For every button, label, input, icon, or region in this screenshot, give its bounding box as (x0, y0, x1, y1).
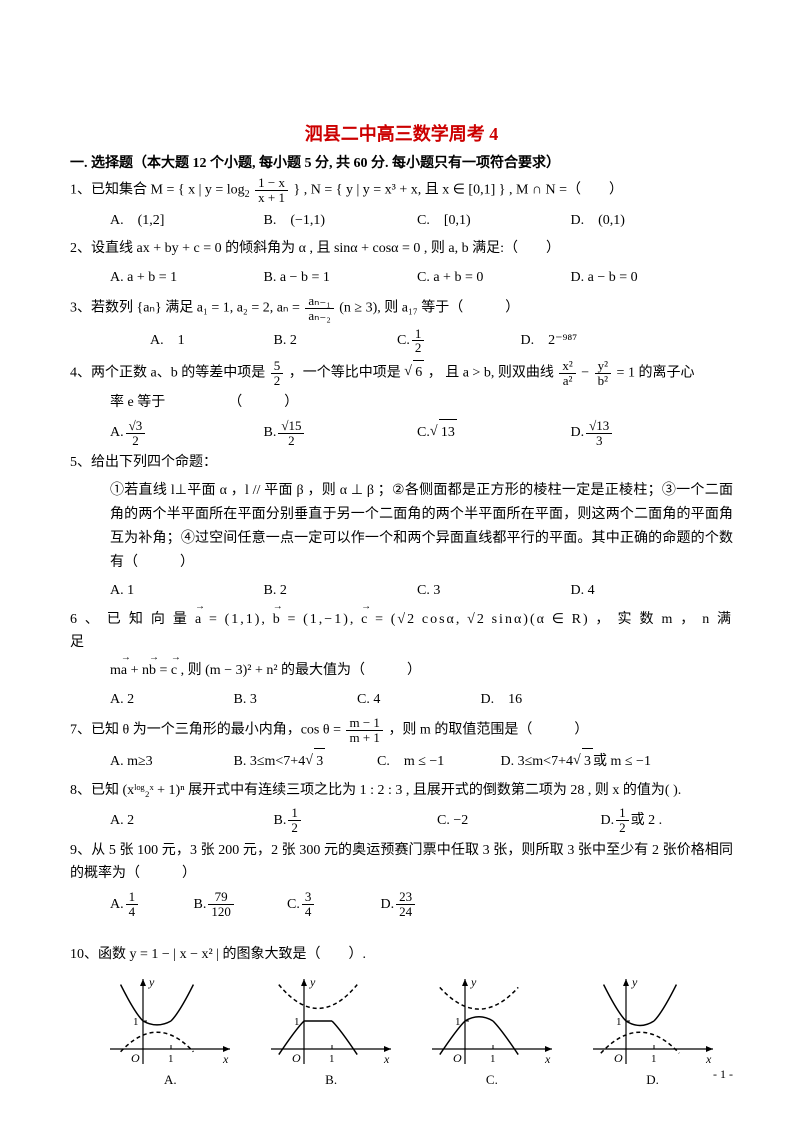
question-5-head: 5、给出下列四个命题： (70, 451, 733, 475)
q5-opt-d: D. 4 (571, 578, 721, 603)
q10-graph-row: Oxy11 A. Oxy11 B. Oxy11 C. Oxy11 D. (90, 974, 733, 1088)
q3-frac: aₙ₋₁aₙ₋₂ (305, 294, 333, 322)
q1-opt-b: B. (−1,1) (264, 208, 414, 233)
svg-text:y: y (309, 975, 316, 989)
q7-opt-d: D. 3≤m<7+43 或 m ≤ −1 (501, 748, 651, 774)
q1-opt-a: A. (1,2] (110, 208, 260, 233)
question-6-line2: ma + nb = c , 则 (m − 3)² + n² 的最大值为（ ） (110, 659, 733, 683)
graph-a-svg: Ox y 1 1 (105, 974, 235, 1069)
svg-text:1: 1 (329, 1053, 335, 1065)
svg-text:y: y (631, 975, 638, 989)
svg-text:1: 1 (168, 1053, 174, 1065)
svg-text:x: x (383, 1052, 390, 1066)
question-8: 8、已知 (xˡᵒᵍ₂ˣ + 1)ⁿ 展开式中有连续三项之比为 1 : 2 : … (70, 779, 733, 803)
q3-opt-b: B. 2 (274, 328, 394, 353)
q4-opt-d: D. √133 (571, 419, 721, 447)
q6-opt-c: C. 4 (357, 687, 477, 712)
svg-text:1: 1 (651, 1053, 657, 1065)
q4-line2: 率 e 等于 （ ） (110, 391, 733, 415)
svg-text:y: y (148, 975, 155, 989)
q7-options: A. m≥3 B. 3≤m<7+43 C. m ≤ −1 D. 3≤m<7+43… (110, 748, 733, 774)
q4-pre: 4、两个正数 a、b 的等差中项是 (70, 365, 269, 380)
page-number: - 1 - (713, 1067, 733, 1082)
q4-opt-a: A. √32 (110, 419, 260, 447)
q8-opt-d: D. 12 或 2 . (601, 806, 663, 834)
q2-opt-d: D. a − b = 0 (571, 265, 721, 290)
q4-opt-c: C. 13 (417, 419, 567, 445)
q5-opt-b: B. 2 (264, 578, 414, 603)
q9-opt-d: D. 2324 (381, 890, 418, 918)
q9-opt-a: A. 14 (110, 890, 190, 918)
q8-options: A. 2 B. 12 C. −2 D. 12 或 2 . (110, 806, 733, 834)
q10-graph-b: Oxy11 B. (266, 974, 396, 1088)
q1-stem-mid: } , N = { y | y = x³ + x, 且 x ∈ [0,1] } … (294, 182, 624, 197)
svg-text:1: 1 (133, 1016, 139, 1028)
q2-opt-c: C. a + b = 0 (417, 265, 567, 290)
q2-opt-b: B. a − b = 1 (264, 265, 414, 290)
q3-opt-a: A. 1 (150, 328, 270, 353)
q7-opt-b: B. 3≤m<7+43 (234, 748, 374, 774)
doc-title: 泗县二中高三数学周考 4 (70, 120, 733, 146)
q3-options: A. 1 B. 2 C. 12 D. 2⁻⁹⁸⁷ (150, 327, 733, 355)
svg-text:O: O (292, 1051, 301, 1065)
q9-opt-b: B. 79120 (194, 890, 284, 918)
q10-graph-d: Oxy11 D. (588, 974, 718, 1088)
q1-opt-c: C. [0,1) (417, 208, 567, 233)
q5-opt-a: A. 1 (110, 578, 260, 603)
question-7: 7、已知 θ 为一个三角形的最小内角，cos θ = m − 1m + 1 ，则… (70, 716, 733, 744)
question-4: 4、两个正数 a、b 的等差中项是 52 ，一个等比中项是 6 ， 且 a > … (70, 359, 733, 387)
question-1: 1、已知集合 M = { x | y = log2 1 − xx + 1 } ,… (70, 176, 733, 204)
q6-opt-a: A. 2 (110, 687, 230, 712)
svg-text:O: O (453, 1051, 462, 1065)
q9-opt-c: C. 34 (287, 890, 377, 918)
question-5-body: ①若直线 l⊥平面 α ，l // 平面 β ，则 α ⊥ β ；②各侧面都是正… (110, 479, 733, 574)
q10-graph-c: Oxy11 C. (427, 974, 557, 1088)
q4-opt-b: B. √152 (264, 419, 414, 447)
q2-options: A. a + b = 1 B. a − b = 1 C. a + b = 0 D… (110, 265, 733, 290)
q7-opt-c: C. m ≤ −1 (377, 749, 497, 774)
q1-frac: 1 − xx + 1 (255, 176, 288, 204)
graph-b-svg: Oxy11 (266, 974, 396, 1069)
svg-text:1: 1 (490, 1053, 496, 1065)
svg-text:x: x (544, 1052, 551, 1066)
svg-text:O: O (614, 1051, 623, 1065)
svg-text:x: x (222, 1052, 229, 1066)
section-heading: 一. 选择题（本大题 12 个小题, 每小题 5 分, 共 60 分. 每小题只… (70, 152, 733, 172)
svg-text:y: y (470, 975, 477, 989)
svg-text:x: x (705, 1052, 712, 1066)
q6-opt-b: B. 3 (234, 687, 354, 712)
q1-stem-pre: 1、已知集合 M = { x | y = log (70, 182, 245, 197)
q1-log-sub: 2 (245, 189, 250, 200)
question-2: 2、设直线 ax + by + c = 0 的倾斜角为 α , 且 sinα +… (70, 237, 733, 261)
q4-options: A. √32 B. √152 C. 13 D. √133 (110, 419, 733, 447)
question-3: 3、若数列 {aₙ} 满足 a₁ = 1, a₂ = 2, aₙ = aₙ₋₁a… (70, 294, 733, 322)
graph-d-svg: Ox y 1 1 (588, 974, 718, 1069)
question-6: 6 、 已 知 向 量 a = (1,1), b = (1,−1), c = (… (70, 608, 733, 656)
q6-options: A. 2 B. 3 C. 4 D. 16 (110, 687, 733, 712)
q1-options: A. (1,2] B. (−1,1) C. [0,1) D. (0,1) (110, 208, 733, 233)
q3-opt-d: D. 2⁻⁹⁸⁷ (521, 328, 641, 353)
page-root: 泗县二中高三数学周考 4 一. 选择题（本大题 12 个小题, 每小题 5 分,… (0, 0, 793, 1128)
question-9: 9、从 5 张 100 元，3 张 200 元，2 张 300 元的奥运预赛门票… (70, 839, 733, 887)
q2-opt-a: A. a + b = 1 (110, 265, 260, 290)
q7-opt-a: A. m≥3 (110, 749, 230, 774)
question-10: 10、函数 y = 1 − | x − x² | 的图象大致是（ ）. (70, 943, 733, 967)
q9-options: A. 14 B. 79120 C. 34 D. 2324 (110, 890, 733, 918)
q3-stem-pre: 3、若数列 {aₙ} 满足 a₁ = 1, a₂ = 2, aₙ = (70, 301, 303, 316)
q3-opt-c: C. 12 (397, 327, 517, 355)
q10-graph-a: Oxy11 A. (105, 974, 235, 1088)
q3-stem-post: (n ≥ 3), 则 a₁₇ 等于（ ） (339, 301, 519, 316)
q1-opt-d: D. (0,1) (571, 208, 721, 233)
q8-opt-c: C. −2 (437, 808, 597, 833)
svg-text:1: 1 (616, 1016, 622, 1028)
q6-opt-d: D. 16 (481, 687, 601, 712)
svg-text:O: O (131, 1051, 140, 1065)
q8-opt-a: A. 2 (110, 808, 270, 833)
graph-c-svg: Oxy11 (427, 974, 557, 1069)
q8-opt-b: B. 12 (274, 806, 434, 834)
q5-opt-c: C. 3 (417, 578, 567, 603)
